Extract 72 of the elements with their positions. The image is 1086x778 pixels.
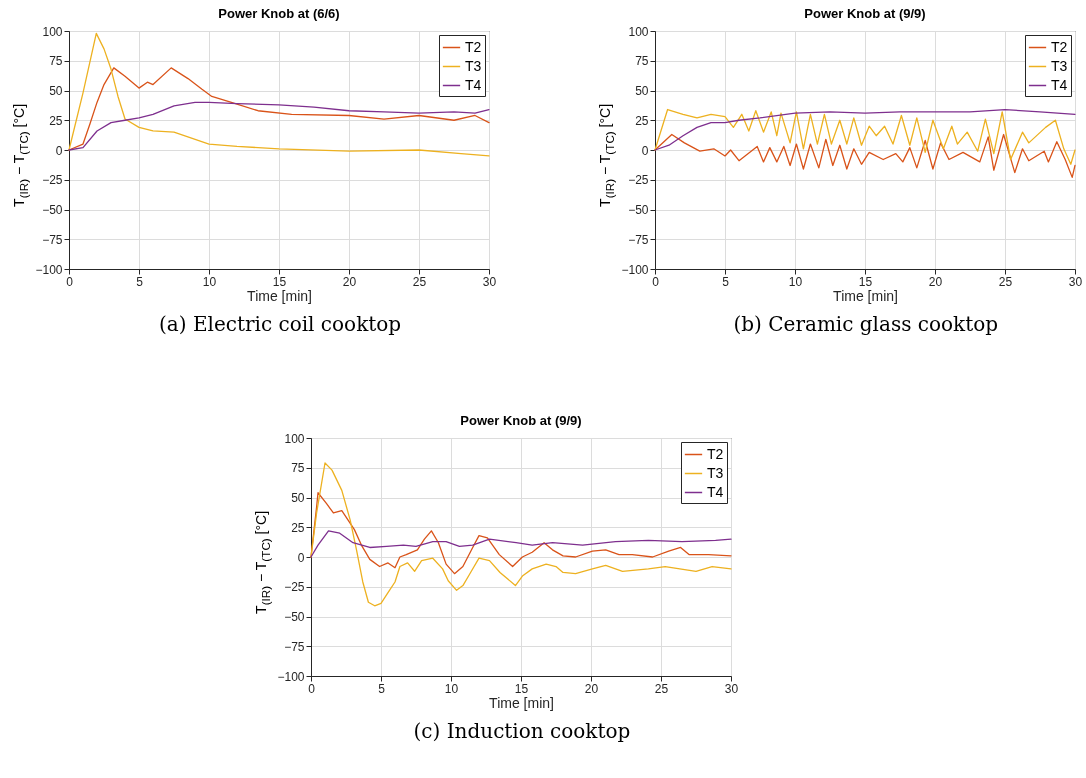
x-tick-label: 20 bbox=[342, 274, 357, 289]
x-tick-label: 15 bbox=[514, 681, 529, 696]
line-series bbox=[654, 108, 1076, 151]
y-tick-label: 100 bbox=[42, 24, 63, 39]
legend-label: T2 bbox=[1051, 38, 1068, 55]
y-tick-label: 25 bbox=[635, 113, 649, 128]
y-tick-label: −50 bbox=[628, 203, 649, 217]
y-tick-label: 25 bbox=[291, 520, 305, 535]
legend-label: T3 bbox=[465, 57, 482, 74]
x-tick-label: 0 bbox=[308, 681, 316, 696]
x-tick-label: 5 bbox=[378, 681, 386, 696]
y-tick-label: −25 bbox=[42, 173, 63, 188]
x-tick-label: 30 bbox=[482, 274, 497, 289]
legend-label: T4 bbox=[1051, 76, 1068, 93]
y-tick-label: 50 bbox=[635, 84, 649, 98]
x-tick-label: 10 bbox=[444, 681, 459, 696]
y-tick-label: −25 bbox=[284, 580, 305, 595]
y-tick-label: 75 bbox=[49, 54, 63, 69]
y-tick-label: 0 bbox=[641, 143, 649, 158]
y-tick-label: −75 bbox=[628, 232, 649, 247]
line-series bbox=[654, 133, 1076, 179]
y-tick-label: 100 bbox=[628, 24, 649, 39]
x-tick-label: 30 bbox=[1068, 274, 1083, 289]
text: (a) Electric coil cooktop bbox=[159, 312, 402, 336]
x-tick-label: 30 bbox=[724, 681, 739, 696]
line-series bbox=[310, 530, 732, 558]
legend-label: T4 bbox=[465, 76, 482, 93]
y-tick-label: 0 bbox=[55, 143, 63, 158]
line-series bbox=[654, 108, 1076, 165]
line-series bbox=[68, 101, 490, 151]
y-tick-label: −100 bbox=[621, 262, 649, 277]
x-tick-label: 25 bbox=[998, 274, 1013, 289]
x-tick-label: 20 bbox=[584, 681, 599, 696]
y-tick-label: 50 bbox=[291, 491, 305, 505]
legend-label: T2 bbox=[465, 38, 482, 55]
x-tick-label: 10 bbox=[202, 274, 217, 289]
chart-title: Power Knob at (6/6) bbox=[218, 6, 340, 21]
y-tick-label: −100 bbox=[35, 262, 63, 277]
y-tick-label: −25 bbox=[628, 173, 649, 188]
y-tick-label: 50 bbox=[49, 84, 63, 98]
y-tick-label: 75 bbox=[635, 54, 649, 69]
x-axis-title: Time [min] bbox=[833, 287, 898, 304]
x-tick-label: 0 bbox=[66, 274, 74, 289]
y-tick-label: −100 bbox=[277, 669, 305, 684]
x-axis-title: Time [min] bbox=[247, 287, 312, 304]
chart-title: Power Knob at (9/9) bbox=[460, 413, 582, 428]
x-tick-label: 15 bbox=[272, 274, 287, 289]
y-tick-label: 100 bbox=[284, 431, 305, 446]
text: (b) Ceramic glass cooktop bbox=[733, 312, 999, 336]
legend-label: T3 bbox=[707, 464, 724, 481]
y-tick-label: −75 bbox=[284, 639, 305, 654]
x-tick-label: 5 bbox=[722, 274, 730, 289]
text: (c) Induction cooktop bbox=[413, 719, 631, 743]
x-tick-label: 25 bbox=[412, 274, 427, 289]
x-tick-label: 5 bbox=[136, 274, 144, 289]
x-tick-label: 25 bbox=[654, 681, 669, 696]
legend-label: T3 bbox=[1051, 57, 1068, 74]
y-tick-label: −50 bbox=[42, 203, 63, 217]
x-tick-label: 15 bbox=[858, 274, 873, 289]
y-tick-label: 0 bbox=[297, 550, 305, 565]
x-tick-label: 0 bbox=[652, 274, 660, 289]
legend-label: T4 bbox=[707, 483, 724, 500]
x-tick-label: 20 bbox=[928, 274, 943, 289]
y-tick-label: 25 bbox=[49, 113, 63, 128]
legend-label: T2 bbox=[707, 445, 724, 462]
y-tick-label: −50 bbox=[284, 610, 305, 624]
x-tick-label: 10 bbox=[788, 274, 803, 289]
y-tick-label: 75 bbox=[291, 461, 305, 476]
x-axis-title: Time [min] bbox=[489, 694, 554, 711]
line-series bbox=[310, 462, 732, 607]
chart-title: Power Knob at (9/9) bbox=[804, 6, 926, 21]
y-tick-label: −75 bbox=[42, 232, 63, 247]
